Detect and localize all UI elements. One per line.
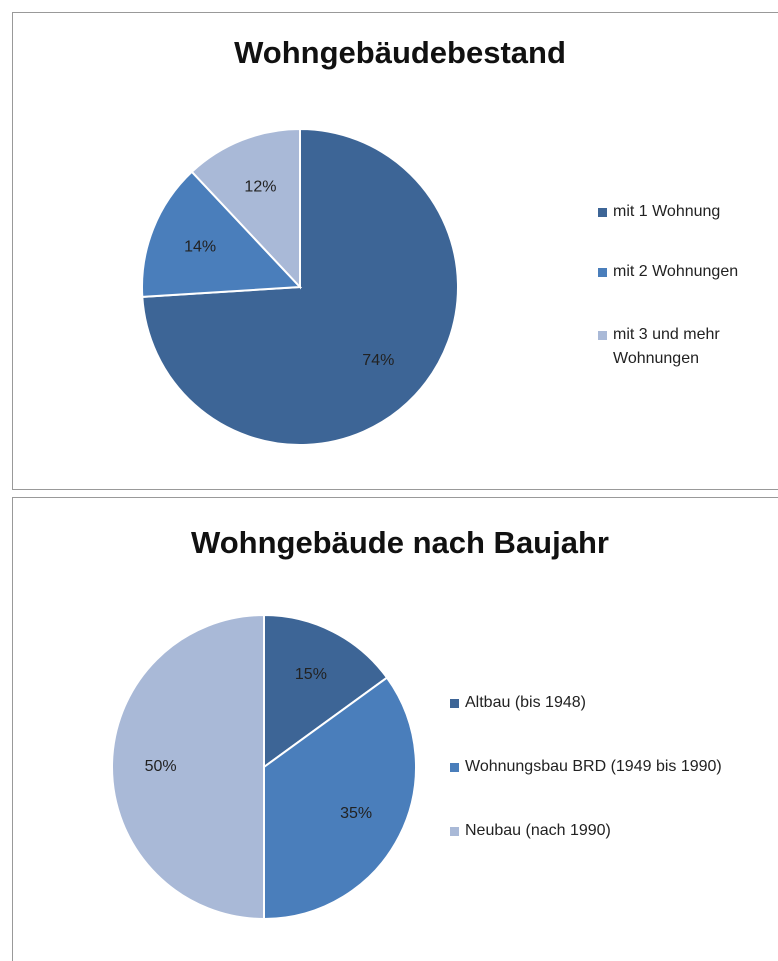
- legend-label: mit 3 und mehr Wohnungen: [613, 326, 720, 367]
- chart-frame: [12, 12, 778, 490]
- data-label: 35%: [340, 805, 372, 822]
- legend-swatch: [598, 331, 607, 340]
- legend-swatch: [598, 268, 607, 277]
- legend-swatch: [598, 208, 607, 217]
- legend-item: mit 3 und mehr Wohnungen: [598, 323, 768, 371]
- data-label: 15%: [295, 666, 327, 683]
- legend-swatch: [450, 763, 459, 772]
- legend-label: Wohnungsbau BRD (1949 bis 1990): [465, 758, 722, 775]
- legend-label: Neubau (nach 1990): [465, 822, 611, 839]
- chart-frame: [12, 497, 778, 961]
- pie-slice: [111, 613, 265, 921]
- data-label: 50%: [145, 758, 177, 775]
- pie-slice: [263, 613, 389, 769]
- legend-item: Altbau (bis 1948): [450, 691, 770, 715]
- chart-title: Wohngebäude nach Baujahr: [191, 525, 609, 560]
- data-label: 74%: [362, 352, 394, 369]
- legend-item: mit 2 Wohnungen: [598, 260, 768, 284]
- legend-item: mit 1 Wohnung: [598, 200, 768, 224]
- legend-swatch: [450, 827, 459, 836]
- legend-item: Neubau (nach 1990): [450, 819, 770, 843]
- data-label: 12%: [244, 178, 276, 195]
- data-label: 14%: [184, 239, 216, 256]
- legend-label: mit 1 Wohnung: [613, 203, 721, 220]
- chart-title: Wohngebäudebestand: [234, 35, 566, 70]
- pie-slice: [190, 127, 301, 290]
- legend-label: Altbau (bis 1948): [465, 694, 586, 711]
- legend-swatch: [450, 699, 459, 708]
- legend-label: mit 2 Wohnungen: [613, 263, 739, 280]
- pie-slice: [263, 676, 417, 921]
- legend-item: Wohnungsbau BRD (1949 bis 1990): [450, 755, 770, 779]
- pie-slice: [141, 170, 303, 298]
